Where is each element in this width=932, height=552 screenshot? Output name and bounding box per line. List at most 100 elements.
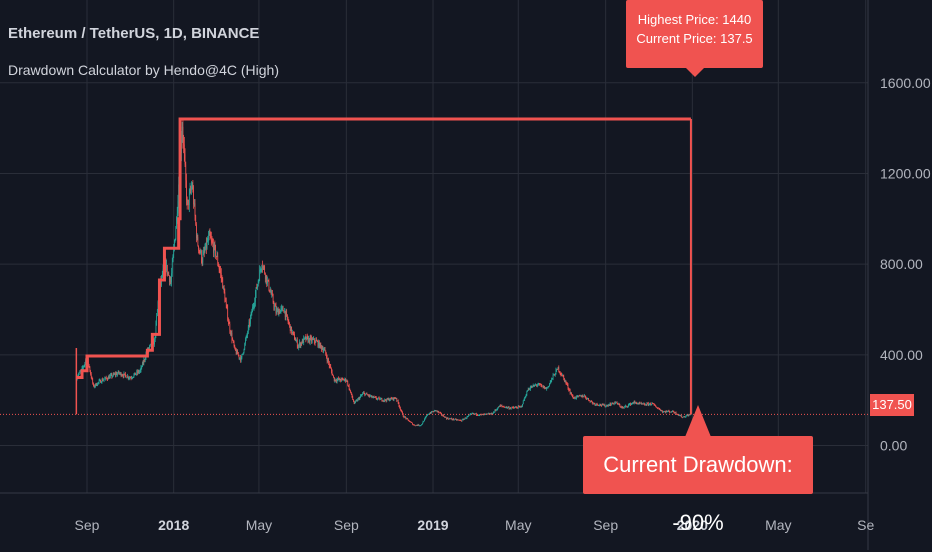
x-tick-label: Sep <box>334 517 359 533</box>
current-drawdown-callout: Current Drawdown: -90% <box>583 436 813 535</box>
candle-body <box>678 414 680 416</box>
y-tick-label: 1200.00 <box>880 165 931 181</box>
candle-body <box>659 408 661 410</box>
candle-body <box>532 385 533 388</box>
candle-body <box>479 414 481 416</box>
candle-body <box>573 398 575 399</box>
candle-body <box>442 415 444 416</box>
candle-body <box>645 404 646 406</box>
candle-body <box>500 405 501 406</box>
candle-body <box>672 410 674 412</box>
candle-body <box>438 411 440 413</box>
candle-body <box>651 402 653 405</box>
candle-body <box>348 385 350 390</box>
candle-body <box>642 403 643 405</box>
candle-body <box>299 342 301 347</box>
candle-body <box>166 265 168 274</box>
candle-body <box>653 403 655 405</box>
candle-body <box>380 398 381 400</box>
candle-body <box>578 395 580 397</box>
candle-body <box>219 269 221 271</box>
candle-body <box>287 318 289 322</box>
candle-body <box>662 411 664 413</box>
candle-body <box>202 254 204 263</box>
candle-body <box>557 368 558 370</box>
candle-body <box>495 410 496 411</box>
candle-body <box>671 411 673 413</box>
candle-body <box>134 372 136 375</box>
candle-body <box>571 395 573 397</box>
candle-body <box>403 416 405 418</box>
candle-body <box>441 414 443 416</box>
candle-body <box>114 373 116 375</box>
highest-price-callout: Highest Price: 1440 Current Price: 137.5 <box>626 0 763 68</box>
candle-body <box>191 187 192 191</box>
x-tick-label: 2020 <box>677 517 708 533</box>
candle-body <box>512 407 513 408</box>
candle-body <box>170 280 172 283</box>
candle-body <box>454 418 456 420</box>
candle-body <box>457 419 459 421</box>
candle-body <box>228 322 230 324</box>
callout-top-pointer <box>684 66 706 77</box>
candle-body <box>217 255 219 264</box>
candle-body <box>436 410 438 412</box>
candle-body <box>570 392 572 394</box>
candle-body <box>100 380 101 383</box>
candle-body <box>387 398 388 400</box>
candle-body <box>394 397 395 399</box>
candle-body <box>366 393 368 395</box>
candle-body <box>467 416 469 417</box>
candle-body <box>658 408 660 410</box>
candle-body <box>107 376 109 380</box>
candle-body <box>344 378 346 380</box>
candle-body <box>657 407 659 409</box>
candle-body <box>291 331 293 334</box>
candle-body <box>456 419 458 421</box>
candle-body <box>279 310 280 314</box>
candle-body <box>632 403 634 404</box>
x-tick-label: Se <box>857 517 874 533</box>
candle-body <box>476 415 478 416</box>
candle-body <box>156 309 158 316</box>
candle-body <box>488 413 489 415</box>
candle-body <box>617 403 619 405</box>
candle-body <box>612 402 614 404</box>
candle-body <box>440 412 442 414</box>
candle-body <box>385 400 387 402</box>
candle-body <box>171 273 172 283</box>
candle-body <box>327 359 329 362</box>
candle-body <box>665 411 667 413</box>
candle-body <box>390 398 391 400</box>
candle-body <box>365 393 366 396</box>
candle-body <box>363 392 365 394</box>
candle-body <box>527 388 529 391</box>
candle-body <box>623 407 624 409</box>
candle-body <box>639 402 641 404</box>
candle-body <box>526 391 528 396</box>
candle-body <box>450 418 452 420</box>
candle-body <box>603 404 605 406</box>
candle-body <box>94 385 96 387</box>
candle-body <box>305 336 307 340</box>
candle-body <box>453 419 455 421</box>
candle-body <box>95 383 97 386</box>
candle-body <box>512 407 514 408</box>
candle-body <box>334 379 336 382</box>
candle-body <box>363 392 364 394</box>
candle-body <box>417 424 419 426</box>
candle-body <box>317 341 319 347</box>
candle-body <box>669 411 670 413</box>
candle-body <box>463 419 464 420</box>
candle-body <box>253 305 255 307</box>
candle-body <box>78 372 80 375</box>
candle-body <box>685 415 687 417</box>
candle-body <box>127 376 129 379</box>
candle-body <box>311 339 313 342</box>
candle-body <box>396 398 398 401</box>
candle-body <box>185 164 187 181</box>
candle-body <box>299 342 300 345</box>
candle-body <box>171 261 173 274</box>
candle-body <box>326 357 328 362</box>
